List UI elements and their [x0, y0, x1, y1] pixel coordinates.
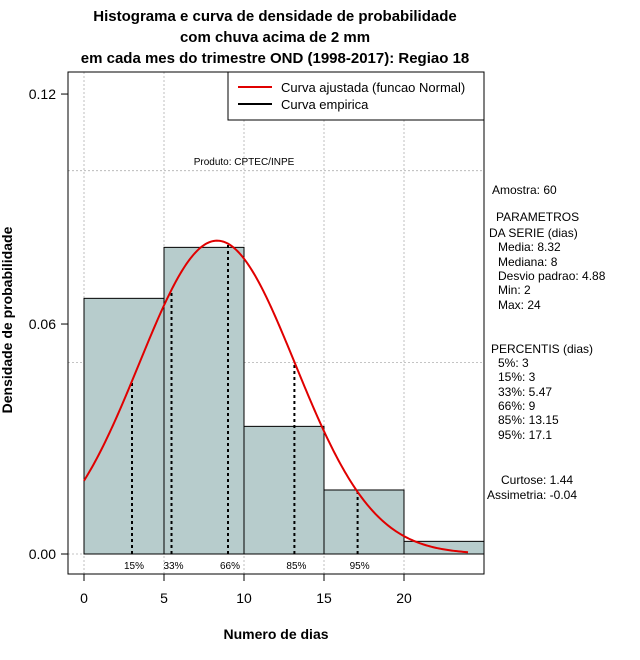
credit-label: Produto: CPTEC/INPE: [194, 157, 295, 168]
legend: Curva ajustada (funcao Normal) Curva emp…: [227, 71, 485, 121]
params-header-2: DA SERIE (dias): [489, 226, 578, 240]
curves-layer: [83, 239, 469, 554]
curtose: Curtose: 1.44: [501, 473, 573, 487]
param-mediana: Mediana: 8: [498, 255, 558, 269]
param-min: Min: 2: [498, 283, 531, 297]
sample-size: Amostra: 60: [492, 183, 557, 197]
fitted-normal-curve: [83, 239, 469, 554]
chart-title-line-3: em cada mes do trimestre OND (1998-2017)…: [81, 50, 470, 67]
percentis-header: PERCENTIS (dias): [491, 342, 593, 356]
x-axis-title: Numero de dias: [223, 626, 328, 642]
y-tick-label-0: 0.00: [29, 546, 56, 562]
percentile-label-3: 85%: [286, 561, 306, 572]
legend-box: [227, 71, 485, 121]
stats-panel: Amostra: 60 PARAMETROS DA SERIE (dias) M…: [487, 183, 606, 502]
y-tick-label-1: 0.06: [29, 316, 56, 332]
x-tick-label-2: 10: [236, 590, 252, 606]
x-tick-label-3: 15: [316, 590, 332, 606]
param-desvio: Desvio padrao: 4.88: [498, 269, 606, 283]
param-media: Media: 8.32: [498, 240, 561, 254]
percentile-lines: 15% 33% 66% 85% 95%: [124, 243, 370, 572]
percentile-label-2: 66%: [220, 561, 240, 572]
x-tick-label-0: 0: [80, 590, 88, 606]
chart-title-line-2: com chuva acima de 2 mm: [180, 29, 370, 46]
percentil-95: 95%: 17.1: [498, 428, 552, 442]
histogram-bar-1: [163, 246, 245, 555]
axes-layer: 0 5 10 15 20 0.00 0.06 0.12: [29, 86, 412, 606]
y-tick-label-2: 0.12: [29, 86, 56, 102]
percentil-85: 85%: 13.15: [498, 413, 559, 427]
legend-fit-label: Curva ajustada (funcao Normal): [281, 80, 465, 95]
percentile-label-0: 15%: [124, 561, 144, 572]
histogram-bar-0: [83, 297, 165, 555]
percentil-33: 33%: 5.47: [498, 385, 552, 399]
x-tick-label-1: 5: [160, 590, 168, 606]
percentil-15: 15%: 3: [498, 370, 536, 384]
chart-title-line-1: Histograma e curva de densidade de proba…: [93, 8, 456, 25]
y-axis-title: Densidade de probabilidade: [0, 226, 15, 413]
x-tick-label-4: 20: [396, 590, 412, 606]
histogram-bars: [83, 246, 485, 555]
histogram-bar-4: [403, 540, 485, 555]
params-header-1: PARAMETROS: [496, 210, 579, 224]
histogram-bar-2: [243, 425, 325, 555]
assimetria: Assimetria: -0.04: [487, 488, 577, 502]
percentil-5: 5%: 3: [498, 356, 529, 370]
percentil-66: 66%: 9: [498, 399, 536, 413]
percentile-label-1: 33%: [164, 561, 184, 572]
param-max: Max: 24: [498, 298, 541, 312]
percentile-label-4: 95%: [350, 561, 370, 572]
legend-empirical-label: Curva empirica: [281, 97, 369, 112]
